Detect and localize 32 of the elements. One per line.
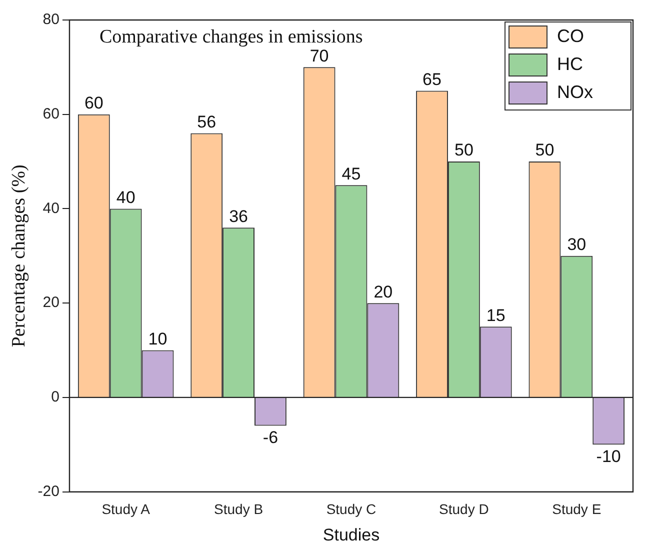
data-label: 20: [374, 282, 393, 302]
data-label: 70: [310, 46, 329, 66]
data-label: 65: [422, 70, 442, 89]
data-label: -10: [596, 446, 621, 466]
data-label: 50: [535, 140, 554, 160]
legend-label: CO: [557, 26, 584, 46]
data-label: 60: [84, 94, 104, 113]
y-tick-label: 80: [42, 11, 60, 28]
x-axis-title: Studies: [322, 525, 380, 544]
data-label: 30: [567, 235, 586, 254]
x-tick-label: Study C: [326, 501, 376, 518]
y-tick-label: 60: [42, 106, 60, 122]
x-tick-label: Study E: [552, 501, 602, 518]
data-label: 10: [148, 329, 168, 348]
data-label: -6: [262, 428, 278, 447]
y-tick-label: -20: [38, 482, 60, 500]
data-label: 40: [116, 188, 136, 207]
x-tick-label: Study B: [214, 501, 264, 518]
y-tick-label: 20: [42, 294, 60, 312]
y-tick-label: 0: [51, 388, 60, 406]
data-label: 15: [486, 306, 506, 325]
x-tick-label: Study D: [439, 501, 489, 518]
y-tick-label: 40: [42, 200, 60, 217]
data-label: 36: [229, 206, 248, 226]
chart-title: Comparative changes in emissions: [99, 26, 363, 48]
legend-label: HC: [557, 54, 583, 74]
data-label: 56: [197, 112, 216, 132]
x-tick-label: Study A: [102, 501, 151, 518]
y-axis-title: Percentage changes (%): [8, 164, 30, 348]
data-label: 50: [454, 140, 474, 160]
data-label: 45: [342, 164, 361, 184]
legend-label: NOx: [557, 82, 593, 102]
